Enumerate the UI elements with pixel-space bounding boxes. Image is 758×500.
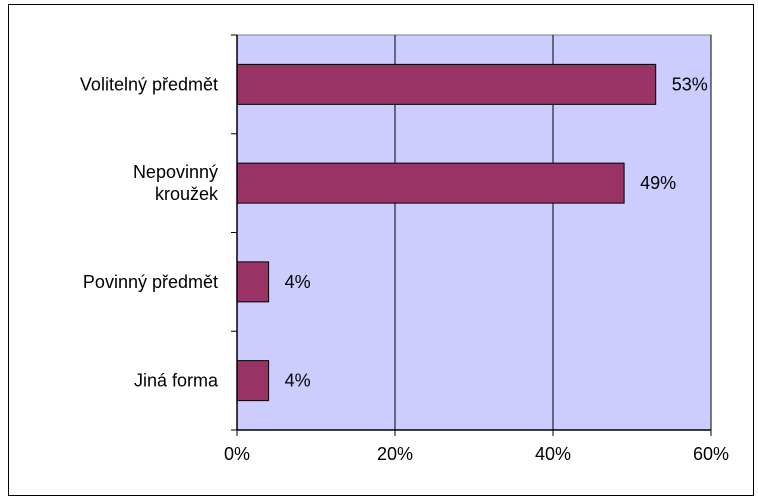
category-label: kroužek bbox=[155, 184, 219, 204]
x-tick-label: 20% bbox=[377, 444, 413, 464]
x-tick-label: 40% bbox=[535, 444, 571, 464]
category-label: Volitelný předmět bbox=[80, 74, 218, 94]
axes bbox=[231, 34, 711, 431]
bar bbox=[236, 261, 270, 303]
bar bbox=[236, 63, 657, 105]
category-label: Povinný předmět bbox=[83, 272, 218, 292]
x-tick-label: 60% bbox=[693, 444, 729, 464]
bar bbox=[236, 162, 625, 204]
data-label: 49% bbox=[640, 173, 676, 193]
labels: 0% 20% 40% 60% Volitelný předmět 53% Nepovinný… bbox=[80, 74, 729, 464]
data-label: 4% bbox=[285, 371, 311, 391]
category-label: Nepovinný bbox=[133, 162, 218, 182]
data-label: 53% bbox=[672, 74, 708, 94]
bar bbox=[236, 360, 270, 402]
bars bbox=[236, 63, 657, 402]
category-label: Jiná forma bbox=[134, 371, 219, 391]
data-label: 4% bbox=[285, 272, 311, 292]
x-tick-label: 0% bbox=[224, 444, 250, 464]
